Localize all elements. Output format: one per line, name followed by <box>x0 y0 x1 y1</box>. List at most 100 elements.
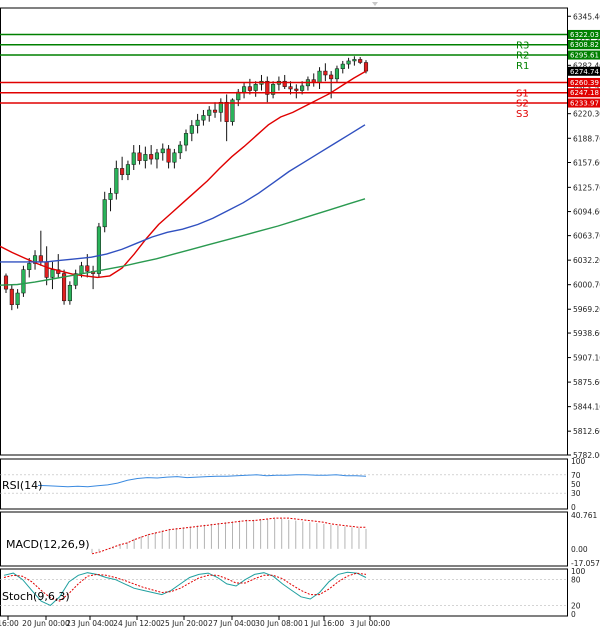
candle-body <box>178 144 183 154</box>
candle-body <box>108 193 113 200</box>
x-axis-label: 30 Jun 08:00 <box>255 619 303 628</box>
level-name-r3: R3 <box>516 40 529 51</box>
level-tag-r2 <box>568 40 600 50</box>
level-tag-label: 6247.18 <box>570 89 599 97</box>
price-tick-label: 6345.40 <box>573 12 600 21</box>
price-tick-label: 6282.40 <box>573 61 600 70</box>
candle-body <box>242 86 247 93</box>
candle-body <box>172 152 177 163</box>
level-tag-s2 <box>568 88 600 98</box>
level-tag-label: 6308.82 <box>570 41 599 49</box>
stoch-tick-label: 80 <box>571 576 581 585</box>
price-tick-label: 5907.10 <box>573 354 600 363</box>
candle-body <box>317 70 322 84</box>
scroll-arrow-icon <box>372 2 378 6</box>
stoch-k-line <box>3 571 367 606</box>
stoch-d-line <box>3 572 367 602</box>
x-axis-label: 25 Jun 20:00 <box>160 619 208 628</box>
candle-body <box>15 292 20 305</box>
price-tick-label: 5844.10 <box>573 403 600 412</box>
price-tick-label: 6063.70 <box>573 232 600 241</box>
stoch-tick-label: 100 <box>571 567 586 576</box>
candle-body <box>166 148 171 163</box>
candle-body <box>363 62 369 72</box>
candle-body <box>329 74 334 80</box>
x-axis-label: 27 Jun 04:00 <box>208 619 256 628</box>
candle-body <box>195 119 200 126</box>
candle-body <box>62 273 67 302</box>
rsi-panel-frame <box>0 458 568 510</box>
price-tick-label: 6094.60 <box>573 208 600 217</box>
rsi-tick-label: 100 <box>571 457 586 466</box>
candle-body <box>44 261 49 278</box>
candle-body <box>85 265 90 272</box>
candle-body <box>323 70 328 76</box>
candle-body <box>160 148 165 154</box>
candle-body <box>21 269 26 294</box>
candle-body <box>183 133 189 146</box>
last-price-label: 6274.74 <box>570 68 599 76</box>
candle-body <box>346 60 351 65</box>
rsi-tick-label: 0 <box>571 503 576 512</box>
candle-body <box>288 86 293 90</box>
candle-body <box>230 99 235 122</box>
level-tag-r1 <box>568 50 600 60</box>
stoch-label: Stoch(9,6,3) <box>2 590 70 603</box>
price-tick-label: 5875.60 <box>573 378 600 387</box>
price-tick-label: 5969.20 <box>573 305 600 314</box>
candle-body <box>137 152 142 161</box>
level-tag-label: 6322.03 <box>570 31 599 39</box>
level-tag-label: 6260.39 <box>570 79 599 87</box>
candle-body <box>207 109 212 116</box>
candle-body <box>300 85 305 91</box>
ma-line-1 <box>0 70 367 279</box>
candle-body <box>265 80 270 95</box>
candle-body <box>224 101 229 122</box>
candle-body <box>73 273 78 286</box>
candle-body <box>9 288 14 305</box>
x-axis-label: 16:00 <box>0 619 19 628</box>
macd-signal-line <box>91 517 366 555</box>
macd-label: MACD(12,26,9) <box>6 538 90 551</box>
price-tick-label: 5938.60 <box>573 329 600 338</box>
macd-tick-label: 40.761 <box>571 511 597 520</box>
ma-line-3 <box>0 198 366 286</box>
x-axis-label: 23 Jun 04:00 <box>66 619 114 628</box>
macd-tick-label: -17.057 <box>571 559 600 568</box>
level-tag-s3 <box>568 98 600 108</box>
candle-body <box>282 80 287 87</box>
rsi-tick-label: 30 <box>571 489 581 498</box>
candle-body <box>114 168 119 194</box>
level-tag-label: 6233.97 <box>570 100 599 108</box>
price-tick-label: 6000.70 <box>573 281 600 290</box>
stoch-tick-label: 0 <box>571 610 576 619</box>
candle-body <box>67 284 72 302</box>
candle-body <box>334 68 340 80</box>
macd-tick-label: 0.00 <box>571 545 588 554</box>
candle-body <box>253 84 258 91</box>
price-tick-label: 6220.30 <box>573 110 600 119</box>
x-axis-label: 20 Jun 00:00 <box>22 619 70 628</box>
candle-body <box>125 164 130 175</box>
candle-body <box>340 63 345 69</box>
x-axis-label: 24 Jun 12:00 <box>113 619 161 628</box>
rsi-tick-label: 50 <box>571 480 581 489</box>
candle-body <box>96 226 101 274</box>
candle-body <box>247 86 252 91</box>
price-tick-label: 6125.70 <box>573 183 600 192</box>
candle-body <box>294 88 299 91</box>
stoch-panel-frame <box>0 568 568 617</box>
candle-body <box>131 152 136 165</box>
candle-body <box>201 115 206 121</box>
last-price-tag <box>568 66 600 76</box>
candle-body <box>149 154 154 160</box>
rsi-label: RSI(14) <box>2 479 42 492</box>
candle-body <box>79 265 84 274</box>
ma-line-2 <box>0 124 366 263</box>
candle-body <box>212 109 218 113</box>
level-name-s2: S2 <box>516 99 529 110</box>
rsi-tick-label: 70 <box>571 471 581 480</box>
level-tag-label: 6295.61 <box>570 52 599 60</box>
